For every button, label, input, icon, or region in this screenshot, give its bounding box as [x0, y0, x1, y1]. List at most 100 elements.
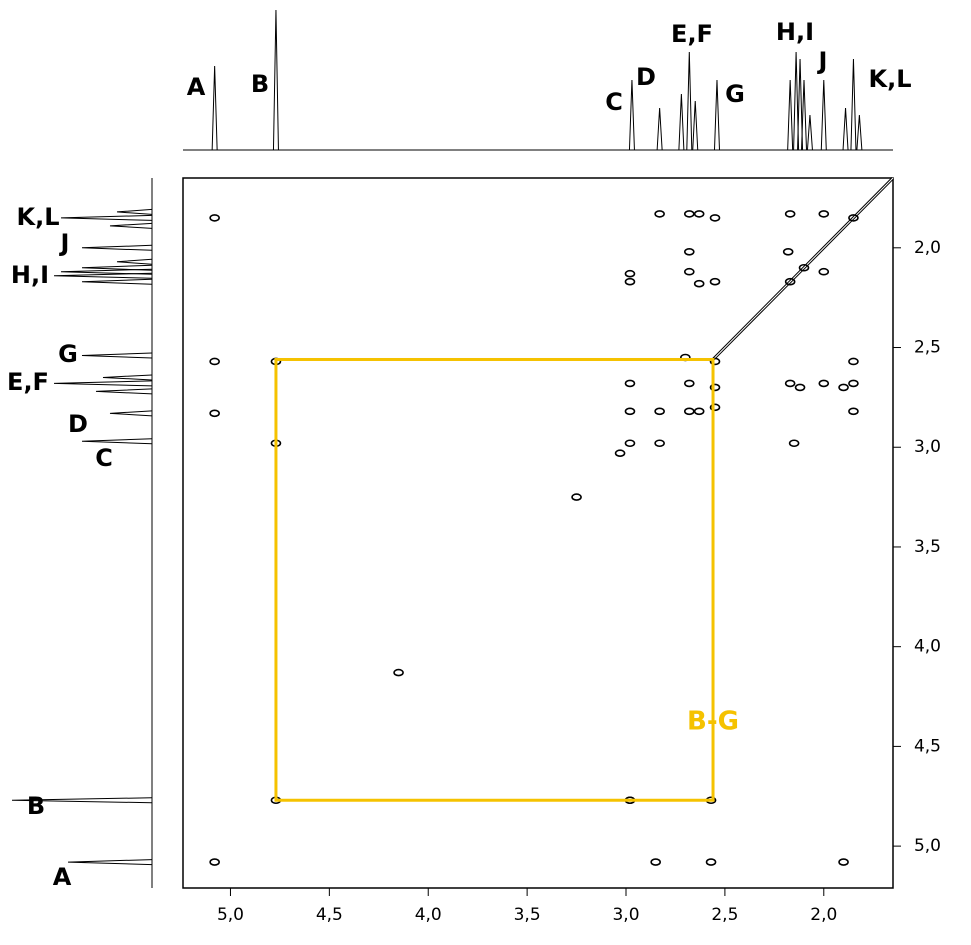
left-peak-label: K,L — [16, 203, 59, 231]
top-peak — [211, 65, 218, 151]
highlight-box — [274, 357, 715, 802]
top-peak — [787, 79, 794, 151]
left-peak-label: J — [59, 229, 70, 257]
cross-peak — [693, 279, 705, 288]
left-peak — [53, 272, 153, 279]
cross-peak — [683, 267, 695, 276]
top-peak-label: K,L — [868, 65, 911, 93]
cross-peak — [818, 210, 830, 218]
cross-peak — [654, 407, 665, 416]
top-peak — [801, 79, 808, 151]
left-peak — [11, 797, 153, 804]
y-tick-label: 5,0 — [914, 836, 941, 856]
cross-peak — [571, 493, 582, 501]
top-peak — [656, 107, 663, 151]
left-peak-label: B — [27, 792, 45, 820]
cross-peak — [650, 858, 661, 866]
diagonal-inner — [712, 177, 894, 360]
cross-peak — [709, 277, 721, 286]
cross-peak — [848, 214, 859, 222]
cross-peak — [393, 668, 404, 677]
top-peak — [806, 114, 813, 151]
x-tick-label: 4,0 — [415, 905, 442, 925]
left-peak — [81, 244, 153, 251]
top-peak — [678, 93, 685, 151]
top-peak — [842, 107, 849, 151]
cross-peak — [693, 210, 705, 218]
cross-peak — [693, 407, 705, 416]
cross-peak — [209, 409, 220, 418]
cross-peak — [209, 858, 220, 866]
cross-peak — [794, 383, 806, 392]
left-peak-label: D — [68, 410, 88, 438]
left-peak — [81, 352, 153, 359]
top-peak — [797, 58, 804, 151]
top-peak — [628, 79, 635, 151]
box-label: B-G — [687, 706, 739, 736]
left-peak — [116, 208, 153, 215]
top-peak-label: D — [636, 63, 656, 91]
left-peak — [60, 214, 153, 221]
cross-peak — [624, 439, 636, 448]
x-tick-label: 2,5 — [711, 905, 738, 925]
x-tick-label: 3,5 — [514, 905, 541, 925]
cross-peak — [818, 379, 830, 388]
left-peak — [81, 278, 153, 285]
cross-peak — [614, 449, 626, 458]
cross-peak — [624, 379, 636, 388]
cross-peak — [784, 379, 796, 388]
cross-peak — [709, 214, 721, 222]
cross-peak — [838, 383, 849, 392]
cross-peak — [848, 357, 859, 366]
cross-peak — [624, 269, 636, 278]
x-tick-label: 5,0 — [217, 905, 244, 925]
top-peak — [686, 51, 693, 151]
x-tick-label: 2,0 — [810, 905, 837, 925]
left-peak-label: E,F — [7, 368, 49, 396]
left-peak — [67, 859, 153, 866]
cross-peak — [848, 379, 859, 388]
cross-peak — [709, 383, 721, 392]
cross-peak — [654, 210, 665, 218]
left-peak — [116, 258, 153, 265]
y-tick-label: 4,0 — [914, 637, 941, 657]
left-peak — [102, 374, 153, 381]
cross-peak — [848, 407, 859, 416]
top-peak — [272, 9, 279, 151]
y-tick-label: 2,5 — [914, 338, 941, 358]
top-peak-label: B — [251, 70, 269, 98]
left-peak — [81, 264, 153, 271]
x-tick-label: 3,0 — [612, 905, 639, 925]
x-tick-label: 4,5 — [316, 905, 343, 925]
y-tick-label: 4,5 — [914, 736, 941, 756]
y-tick-label: 3,0 — [914, 437, 941, 457]
left-peak — [109, 222, 153, 229]
left-peak-label: C — [95, 444, 113, 472]
cross-peak — [818, 267, 830, 276]
left-peak — [60, 268, 153, 275]
top-peak-label: G — [725, 80, 745, 108]
cross-peak — [709, 403, 721, 412]
top-peak — [850, 58, 857, 151]
cross-peak — [654, 439, 665, 448]
cross-peak — [798, 263, 810, 272]
top-peak — [856, 114, 863, 151]
cross-peak — [788, 439, 800, 448]
left-peak-label: H,I — [11, 261, 49, 289]
left-peak-label: A — [53, 863, 72, 891]
top-peak — [793, 51, 800, 151]
cross-peak — [784, 210, 796, 218]
cross-peak — [683, 210, 695, 218]
cross-peak — [209, 214, 220, 222]
left-peak — [109, 410, 153, 417]
top-peak — [692, 100, 699, 151]
top-peak-label: E,F — [671, 20, 713, 48]
cross-peak — [624, 277, 636, 286]
cross-peak — [683, 407, 695, 416]
cross-peak — [838, 858, 849, 866]
cross-peak — [683, 379, 695, 388]
plot-frame — [182, 177, 894, 889]
left-peak — [81, 438, 153, 445]
cross-peak — [209, 357, 220, 366]
